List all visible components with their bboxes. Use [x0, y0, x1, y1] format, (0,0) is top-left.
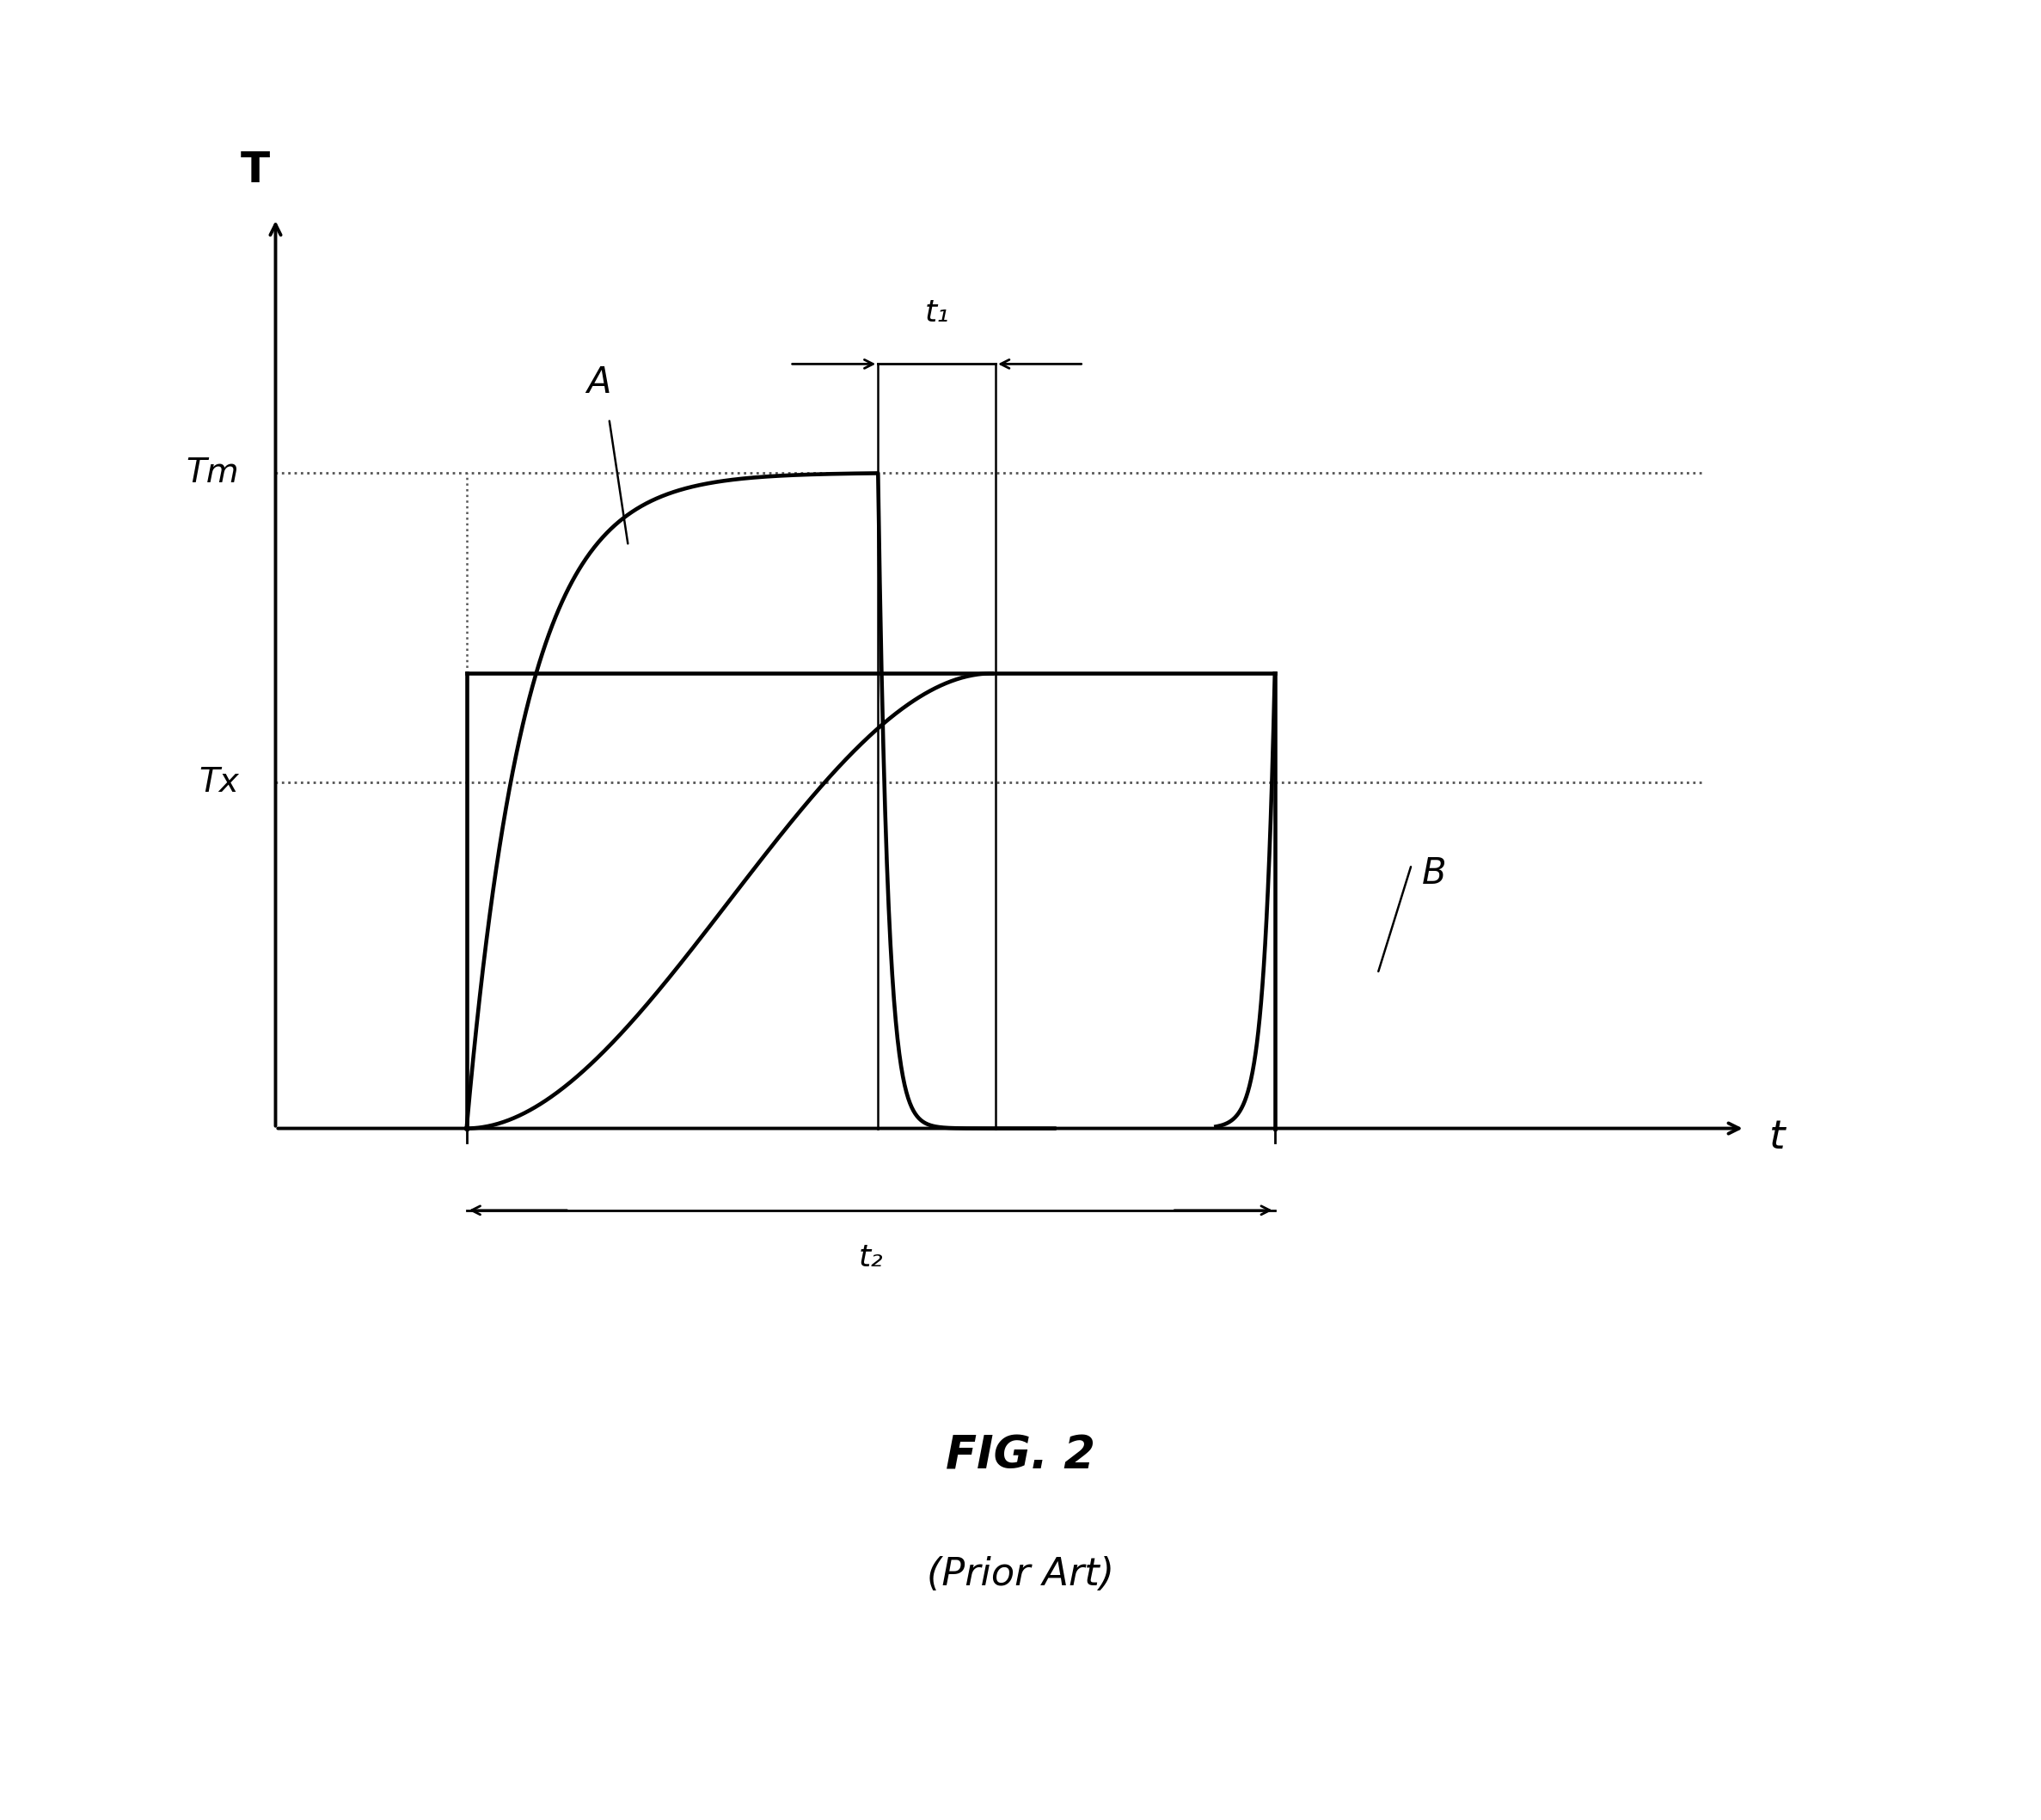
Text: Tm: Tm	[186, 457, 239, 490]
Text: t₁: t₁	[925, 298, 949, 328]
Text: (Prior Art): (Prior Art)	[927, 1556, 1114, 1592]
Text: Tx: Tx	[198, 766, 239, 799]
Text: A: A	[586, 364, 610, 400]
Text: B: B	[1423, 855, 1447, 892]
Text: T: T	[241, 149, 269, 191]
Text: t: t	[1770, 1117, 1786, 1158]
Text: t₂: t₂	[859, 1243, 884, 1272]
Text: FIG. 2: FIG. 2	[945, 1434, 1096, 1478]
